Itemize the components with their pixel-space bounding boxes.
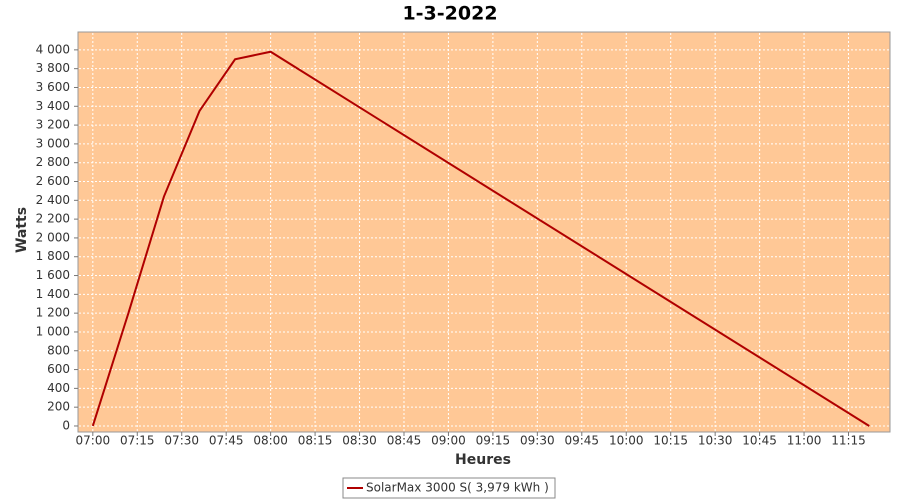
x-tick-label: 08:15 [298, 434, 333, 448]
y-tick-label: 3 000 [36, 136, 70, 150]
y-tick-label: 1 800 [36, 249, 70, 263]
y-tick-label: 1 000 [36, 324, 70, 338]
x-tick-label: 10:45 [742, 434, 777, 448]
x-tick-label: 11:00 [787, 434, 822, 448]
x-tick-label: 09:15 [476, 434, 511, 448]
plot-area [77, 31, 891, 433]
y-tick-label: 800 [47, 343, 70, 357]
x-tick-label: 07:30 [164, 434, 199, 448]
y-tick-label: 2 800 [36, 155, 70, 169]
y-tick-label: 1 400 [36, 287, 70, 301]
x-tick-label: 09:45 [564, 434, 599, 448]
x-tick-label: 07:15 [120, 434, 155, 448]
x-tick-label: 10:15 [653, 434, 688, 448]
y-tick-label: 1 600 [36, 268, 70, 282]
y-tick-label: 600 [47, 362, 70, 376]
y-tick-label: 2 000 [36, 230, 70, 244]
y-tick-label: 2 600 [36, 174, 70, 188]
y-tick-label: 3 600 [36, 80, 70, 94]
legend-label: SolarMax 3000 S( 3,979 kWh ) [366, 481, 549, 495]
y-tick-label: 200 [47, 400, 70, 414]
legend: SolarMax 3000 S( 3,979 kWh ) [342, 477, 556, 499]
data-line [91, 50, 870, 427]
x-axis-label: Heures [455, 452, 511, 468]
y-tick-label: 3 400 [36, 99, 70, 113]
y-tick-label: 2 400 [36, 193, 70, 207]
x-tick-label: 08:00 [253, 434, 288, 448]
x-tick-label: 11:15 [831, 434, 866, 448]
x-tick-label: 07:00 [76, 434, 111, 448]
legend-box [342, 477, 556, 499]
x-tick-label: 10:30 [698, 434, 733, 448]
y-tick-label: 2 200 [36, 212, 70, 226]
x-tick-label: 08:45 [387, 434, 422, 448]
x-tick-label: 09:30 [520, 434, 555, 448]
chart-title: 1-3-2022 [402, 3, 497, 25]
x-tick-label: 10:00 [609, 434, 644, 448]
y-axis-label: Watts [14, 207, 30, 253]
x-tick-label: 09:00 [431, 434, 466, 448]
y-tick-label: 0 [62, 418, 70, 432]
y-tick-label: 1 200 [36, 306, 70, 320]
x-tick-label: 07:45 [209, 434, 244, 448]
y-tick-label: 4 000 [36, 42, 70, 56]
y-tick-label: 3 800 [36, 61, 70, 75]
x-tick-label: 08:30 [342, 434, 377, 448]
y-tick-label: 400 [47, 381, 70, 395]
y-tick-label: 3 200 [36, 118, 70, 132]
